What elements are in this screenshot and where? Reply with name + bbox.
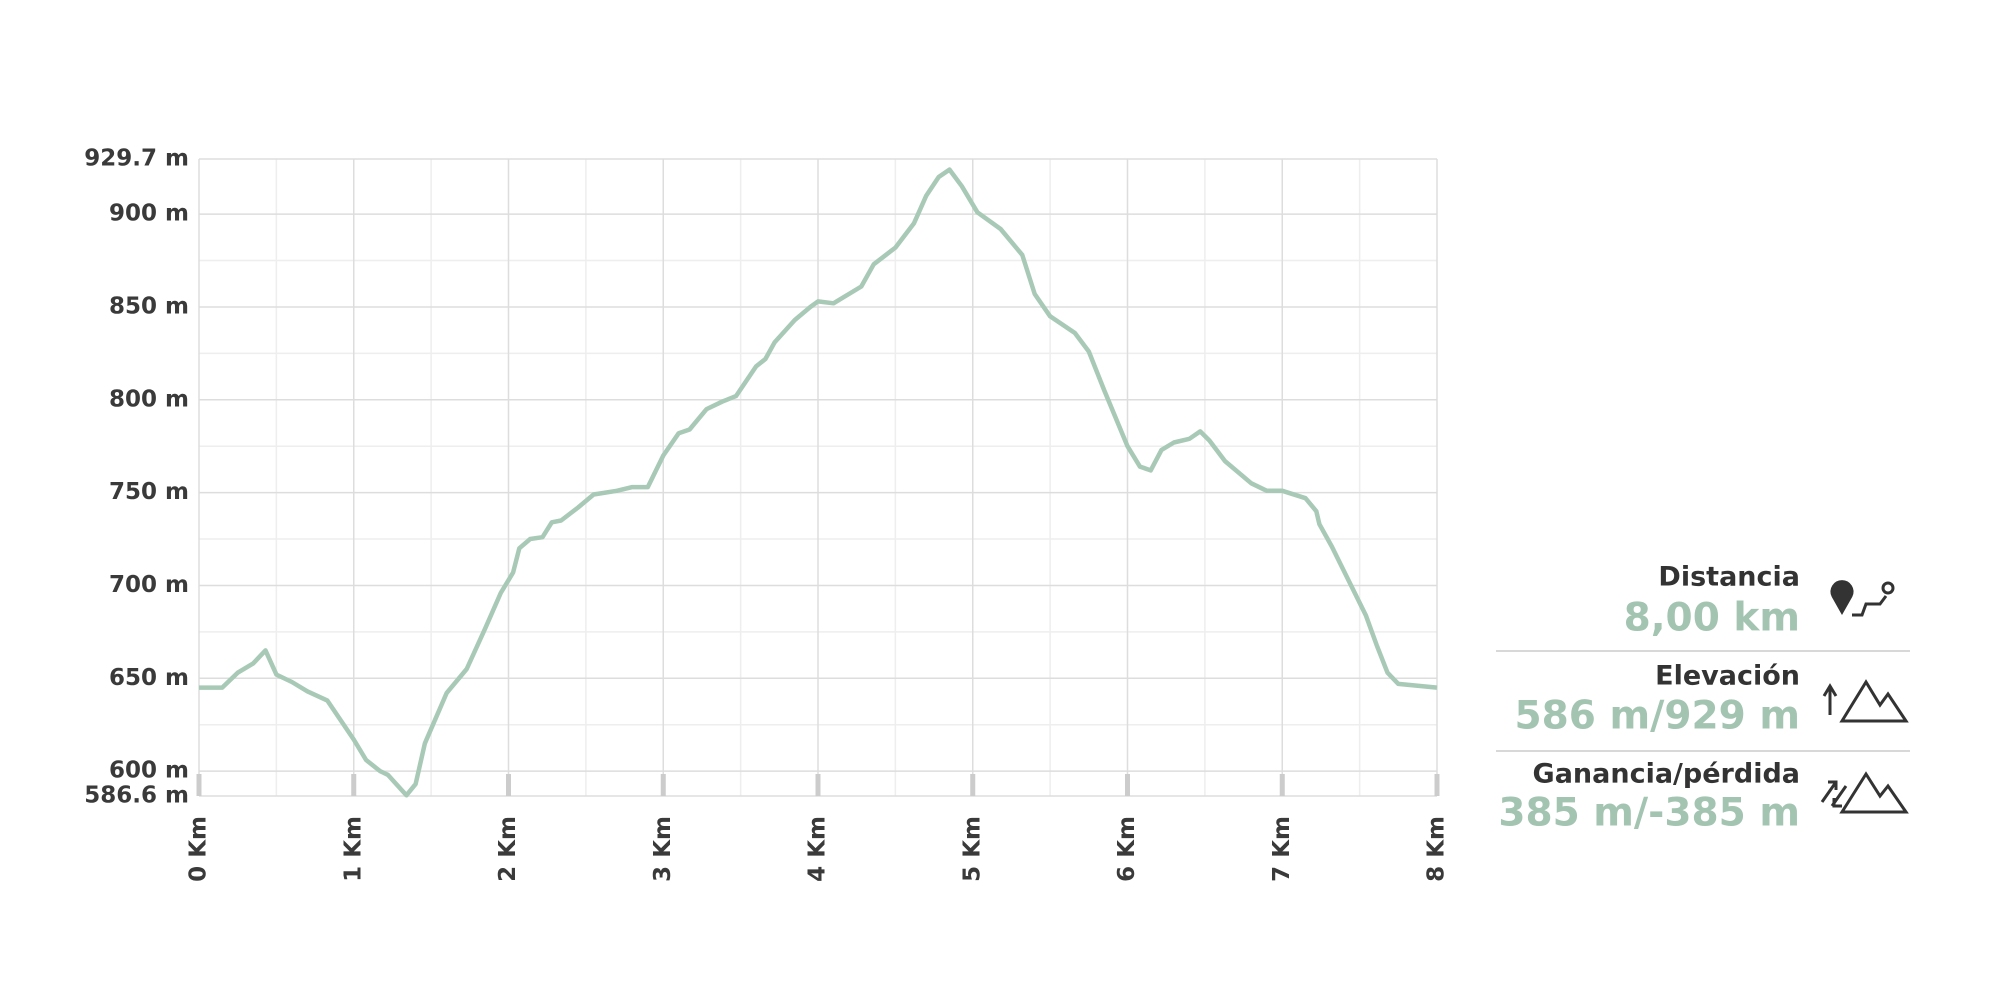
stat-value: 385 m/-385 m <box>1498 791 1800 836</box>
x-tick-mark <box>1279 774 1285 796</box>
stat-value: 586 m/929 m <box>1515 694 1801 739</box>
x-tick-label: 3 Km <box>650 816 676 882</box>
x-tick-label: 8 Km <box>1424 816 1450 882</box>
y-tick-label: 700 m <box>109 572 189 598</box>
stat-label: Ganancia/pérdida <box>1533 759 1800 790</box>
stat-label: Elevación <box>1655 661 1800 692</box>
stat-value: 8,00 km <box>1624 596 1800 641</box>
x-tick-label: 7 Km <box>1269 816 1295 882</box>
x-tick-label: 1 Km <box>340 816 366 882</box>
gain-loss-icon <box>1820 771 1909 814</box>
y-tick-label: 850 m <box>109 293 189 319</box>
y-tick-label: 929.7 m <box>84 146 189 172</box>
x-tick-mark <box>196 774 202 796</box>
x-tick-label: 6 Km <box>1114 816 1140 882</box>
x-tick-label: 2 Km <box>495 816 521 882</box>
y-tick-label: 586.6 m <box>84 783 189 809</box>
x-tick-mark <box>1434 774 1440 796</box>
x-tick-mark <box>815 774 821 796</box>
y-tick-label: 800 m <box>109 386 189 412</box>
x-tick-mark <box>351 774 357 796</box>
y-tick-label: 900 m <box>109 201 189 227</box>
y-tick-label: 650 m <box>109 665 189 691</box>
distance-icon <box>1830 580 1895 617</box>
elevation-line <box>199 167 1438 798</box>
x-tick-mark <box>506 774 511 796</box>
y-tick-label: 750 m <box>109 479 189 505</box>
x-tick-label: 5 Km <box>959 816 985 882</box>
x-tick-mark <box>1125 774 1130 796</box>
stat-label: Distancia <box>1658 562 1800 593</box>
elevation-icon <box>1822 679 1909 723</box>
x-tick-label: 4 Km <box>805 816 831 882</box>
y-tick-label: 600 m <box>109 758 189 784</box>
x-tick-mark <box>660 774 666 796</box>
x-tick-mark <box>970 774 976 796</box>
stats-panel: Distancia 8,00 km Elevación 586 m/929 m … <box>1496 562 1910 836</box>
x-tick-label: 0 Km <box>186 816 212 882</box>
